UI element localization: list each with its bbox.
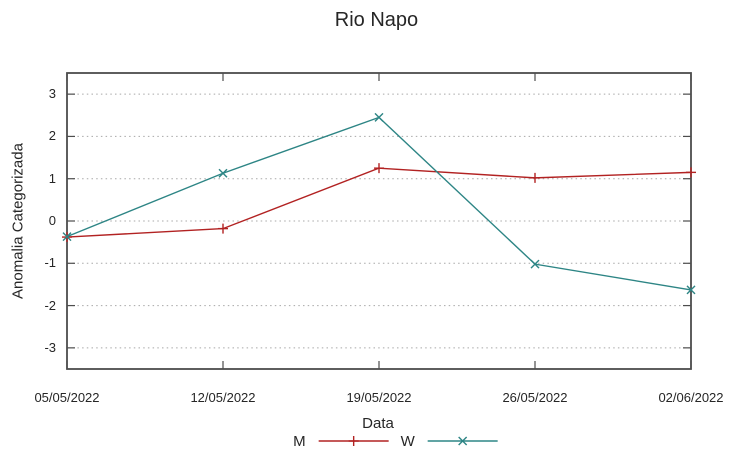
ytick-label: 3 bbox=[48, 86, 56, 102]
ytick-label: 2 bbox=[48, 128, 56, 144]
ytick-label: 0 bbox=[48, 213, 56, 228]
xtick-label: 26/05/2022 bbox=[502, 390, 568, 405]
xtick-label: 05/05/2022 bbox=[34, 390, 100, 405]
xtick-label: 12/05/2022 bbox=[190, 390, 256, 405]
ytick-label: 1 bbox=[48, 170, 56, 186]
xtick-label: 02/06/2022 bbox=[658, 390, 724, 405]
ytick-label: -3 bbox=[44, 339, 56, 355]
legend-label-m: M bbox=[293, 432, 306, 450]
chart-title: Rio Napo bbox=[334, 9, 419, 31]
legend-item-m: M bbox=[293, 433, 391, 450]
xtick-label: 19/05/2022 bbox=[346, 390, 412, 405]
ytick-label: -1 bbox=[44, 255, 56, 271]
legend-line-plus-icon bbox=[318, 436, 389, 446]
ytick-label: -2 bbox=[44, 297, 56, 313]
legend-item-w: W bbox=[401, 433, 500, 450]
x-axis-label: Data bbox=[362, 415, 394, 432]
legend-label-w: W bbox=[400, 432, 415, 450]
legend: M W bbox=[293, 431, 500, 451]
legend-line-cross-icon bbox=[427, 436, 498, 446]
